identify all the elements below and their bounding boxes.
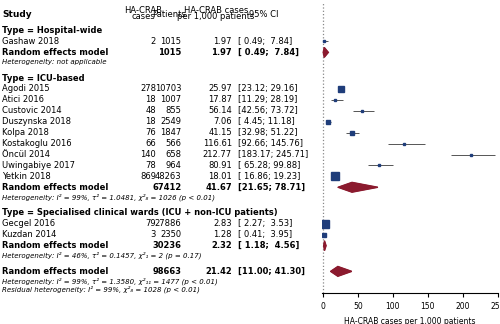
Text: 1.97: 1.97 (214, 37, 232, 46)
Text: 2.32: 2.32 (211, 241, 232, 250)
Text: [ 4.45; 11.18]: [ 4.45; 11.18] (238, 117, 295, 126)
Text: HA-CRAB: HA-CRAB (124, 6, 162, 15)
Text: [23.12; 29.16]: [23.12; 29.16] (238, 85, 298, 94)
Text: 27886: 27886 (154, 219, 182, 228)
Polygon shape (323, 48, 328, 57)
Text: 18.01: 18.01 (208, 172, 232, 181)
Text: Öncül 2014: Öncül 2014 (2, 150, 50, 159)
Text: 1007: 1007 (160, 95, 182, 104)
Text: 869: 869 (140, 172, 156, 181)
Text: Atici 2016: Atici 2016 (2, 95, 44, 104)
Text: 18: 18 (146, 95, 156, 104)
Text: 2.83: 2.83 (214, 219, 232, 228)
Text: 41.67: 41.67 (206, 183, 232, 192)
Text: [183.17; 245.71]: [183.17; 245.71] (238, 150, 308, 159)
Text: 116.61: 116.61 (203, 139, 232, 148)
Text: 2: 2 (151, 37, 156, 46)
Text: Patients: Patients (152, 10, 186, 19)
Text: 1.28: 1.28 (214, 230, 232, 239)
Text: Agodi 2015: Agodi 2015 (2, 85, 50, 94)
Text: 855: 855 (166, 106, 182, 115)
Text: 566: 566 (166, 139, 182, 148)
Text: 1.97: 1.97 (212, 48, 232, 57)
Text: 2549: 2549 (160, 117, 182, 126)
Text: 658: 658 (166, 150, 182, 159)
Text: Random effects model: Random effects model (2, 183, 109, 192)
Text: Gecgel 2016: Gecgel 2016 (2, 219, 56, 228)
Text: Heterogeneity: I² = 99%, τ² = 1.0481, χ²₈ = 1026 (p < 0.01): Heterogeneity: I² = 99%, τ² = 1.0481, χ²… (2, 193, 216, 201)
Polygon shape (324, 241, 326, 251)
Text: [32.98; 51.22]: [32.98; 51.22] (238, 128, 298, 137)
Text: 56.14: 56.14 (208, 106, 232, 115)
Text: 17.87: 17.87 (208, 95, 232, 104)
Text: [42.56; 73.72]: [42.56; 73.72] (238, 106, 298, 115)
Text: [ 0.41;  3.95]: [ 0.41; 3.95] (238, 230, 292, 239)
Text: Heterogeneity: not applicable: Heterogeneity: not applicable (2, 59, 107, 65)
Text: 18: 18 (146, 117, 156, 126)
Text: 48263: 48263 (154, 172, 182, 181)
Text: [ 65.28; 99.88]: [ 65.28; 99.88] (238, 161, 300, 170)
Text: 76: 76 (146, 128, 156, 137)
Text: [ 1.18;  4.56]: [ 1.18; 4.56] (238, 241, 300, 250)
Text: 30236: 30236 (152, 241, 182, 250)
Text: 79: 79 (146, 219, 156, 228)
Text: cases: cases (132, 12, 155, 21)
Text: 41.15: 41.15 (208, 128, 232, 137)
Text: 66: 66 (146, 139, 156, 148)
Text: Kostakoglu 2016: Kostakoglu 2016 (2, 139, 72, 148)
Text: [ 0.49;  7.84]: [ 0.49; 7.84] (238, 48, 300, 57)
Text: Heterogeneity: I² = 46%, τ² = 0.1457, χ²₁ = 2 (p = 0.17): Heterogeneity: I² = 46%, τ² = 0.1457, χ²… (2, 251, 202, 259)
Text: [ 0.49;  7.84]: [ 0.49; 7.84] (238, 37, 292, 46)
Text: Kuzdan 2014: Kuzdan 2014 (2, 230, 57, 239)
Text: HA-CRAB cases: HA-CRAB cases (184, 6, 248, 15)
Text: Uwingabiye 2017: Uwingabiye 2017 (2, 161, 76, 170)
Text: 1847: 1847 (160, 128, 182, 137)
Text: Kolpa 2018: Kolpa 2018 (2, 128, 50, 137)
Text: Residual heterogeneity: I² = 99%, χ²₈ = 1028 (p < 0.01): Residual heterogeneity: I² = 99%, χ²₈ = … (2, 285, 200, 293)
Text: Study: Study (2, 10, 32, 19)
Text: Random effects model: Random effects model (2, 267, 109, 276)
Text: Random effects model: Random effects model (2, 241, 109, 250)
Text: 80.91: 80.91 (208, 161, 232, 170)
Text: Type = Specialised clinical wards (ICU + non-ICU patients): Type = Specialised clinical wards (ICU +… (2, 208, 278, 217)
Text: [92.66; 145.76]: [92.66; 145.76] (238, 139, 304, 148)
Text: [11.29; 28.19]: [11.29; 28.19] (238, 95, 298, 104)
Text: [11.00; 41.30]: [11.00; 41.30] (238, 267, 306, 276)
Text: Type = ICU-based: Type = ICU-based (2, 74, 85, 83)
Text: 78: 78 (146, 161, 156, 170)
Text: 67412: 67412 (152, 183, 182, 192)
Text: [21.65; 78.71]: [21.65; 78.71] (238, 183, 306, 192)
Text: 21.42: 21.42 (205, 267, 232, 276)
Text: 2350: 2350 (160, 230, 182, 239)
Text: Yetkin 2018: Yetkin 2018 (2, 172, 51, 181)
Text: Custovic 2014: Custovic 2014 (2, 106, 62, 115)
Text: Random effects model: Random effects model (2, 48, 109, 57)
Text: [ 16.86; 19.23]: [ 16.86; 19.23] (238, 172, 300, 181)
Polygon shape (330, 266, 351, 276)
Text: per 1,000 patients: per 1,000 patients (178, 12, 255, 21)
Text: 1015: 1015 (158, 48, 182, 57)
Text: 1015: 1015 (160, 37, 182, 46)
Polygon shape (338, 182, 378, 192)
Text: 25.97: 25.97 (208, 85, 232, 94)
Text: 212.77: 212.77 (203, 150, 232, 159)
Text: 140: 140 (140, 150, 156, 159)
Text: Type = Hospital-wide: Type = Hospital-wide (2, 26, 103, 35)
Text: 3: 3 (150, 230, 156, 239)
Text: 278: 278 (140, 85, 156, 94)
Text: 7.06: 7.06 (214, 117, 232, 126)
Text: [ 2.27;  3.53]: [ 2.27; 3.53] (238, 219, 292, 228)
Text: Heterogeneity: I² = 99%, τ² = 1.3580, χ²₁₁ = 1477 (p < 0.01): Heterogeneity: I² = 99%, τ² = 1.3580, χ²… (2, 277, 218, 285)
Text: 95% CI: 95% CI (249, 10, 278, 19)
Text: 98663: 98663 (152, 267, 182, 276)
Text: 964: 964 (166, 161, 182, 170)
Text: 10703: 10703 (155, 85, 182, 94)
Text: Gashaw 2018: Gashaw 2018 (2, 37, 59, 46)
X-axis label: HA-CRAB cases per 1,000 patients: HA-CRAB cases per 1,000 patients (344, 317, 475, 324)
Text: 48: 48 (146, 106, 156, 115)
Text: Duszynska 2018: Duszynska 2018 (2, 117, 71, 126)
